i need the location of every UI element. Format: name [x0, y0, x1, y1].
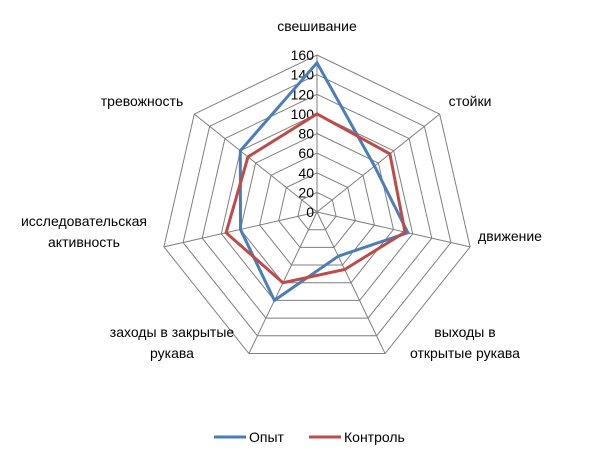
category-label-line: движение — [478, 228, 542, 244]
series-line-1 — [224, 112, 407, 285]
legend-label: Опыт — [249, 429, 285, 445]
grid — [163, 54, 471, 354]
tick-label: 120 — [291, 86, 315, 102]
tick-label: 40 — [298, 165, 314, 181]
category-label-line: тревожность — [101, 93, 183, 109]
category-label-line: исследовательская — [21, 213, 147, 229]
grid-ring — [220, 113, 414, 301]
category-label-line: активность — [48, 234, 120, 250]
category-label: исследовательская активность — [21, 213, 147, 250]
grid-ring — [163, 54, 471, 354]
category-labels: свешивание стойки движение выходы в открытые… — [21, 18, 542, 361]
category-label: заходы в закрытые рукава — [110, 324, 235, 361]
series-line-0 — [238, 60, 411, 303]
category-label-line: рукава — [150, 345, 194, 361]
category-label: движение — [478, 228, 542, 244]
grid-ring — [259, 152, 375, 266]
category-label-line: стойки — [449, 93, 492, 109]
grid-ring — [297, 191, 337, 231]
axis-spoke — [316, 211, 471, 248]
category-label: стойки — [449, 93, 492, 109]
tick-label: 0 — [306, 204, 314, 220]
axis-spoke — [193, 113, 318, 213]
category-label: тревожность — [101, 93, 183, 109]
axis-spoke — [316, 211, 386, 354]
grid-ring — [278, 172, 356, 248]
legend: Опыт Контроль — [214, 429, 405, 445]
legend-label: Контроль — [344, 429, 405, 445]
tick-label: 160 — [291, 47, 315, 63]
category-label-line: заходы в закрытые — [110, 324, 235, 340]
tick-label: 60 — [298, 145, 314, 161]
axis-spoke — [316, 113, 441, 213]
category-label: выходы в открытые рукава — [410, 324, 520, 361]
grid-ring — [201, 93, 433, 319]
grid-ring — [239, 132, 395, 284]
category-label: свешивание — [277, 18, 357, 34]
category-label-line: свешивание — [277, 18, 357, 34]
tick-label: 80 — [298, 126, 314, 142]
series-lines — [224, 60, 411, 303]
tick-label: 20 — [298, 184, 314, 200]
category-label-line: открытые рукава — [410, 345, 520, 361]
category-label-line: выходы в — [434, 324, 495, 340]
grid-ring — [182, 74, 452, 337]
